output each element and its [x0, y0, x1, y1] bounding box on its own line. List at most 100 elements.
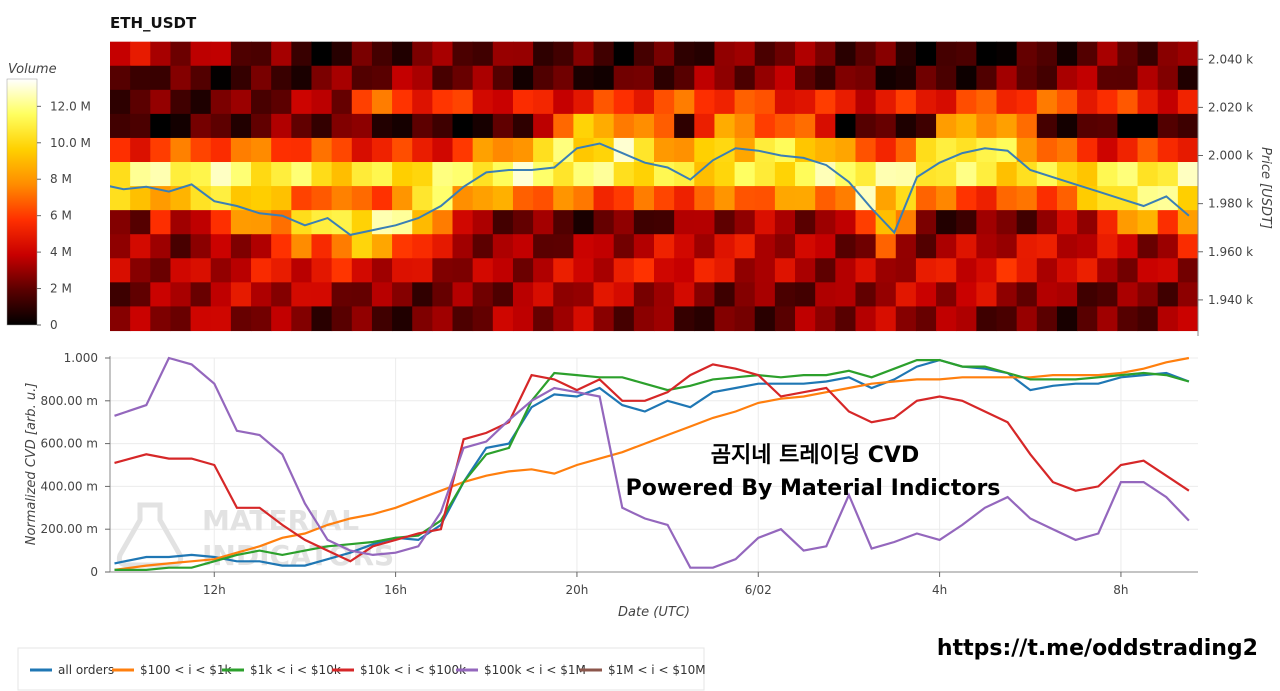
heatmap-cell: [351, 65, 373, 91]
legend-label[interactable]: $1k < i < $10k: [250, 663, 341, 677]
heatmap-cell: [1036, 186, 1058, 211]
heatmap-cell: [1137, 89, 1159, 115]
heatmap-cell: [754, 186, 776, 211]
heatmap-cell: [351, 89, 373, 115]
heatmap-cell: [210, 41, 232, 67]
heatmap-cell: [915, 89, 937, 115]
heatmap-cell: [311, 41, 333, 67]
cvd-series-line--100k-i-1m: [114, 356, 1190, 569]
telegram-link[interactable]: https://t.me/oddstrading2: [937, 636, 1258, 661]
heatmap-cell: [331, 137, 353, 163]
heatmap-cell: [371, 65, 393, 91]
heatmap-cell: [694, 41, 716, 67]
heatmap-cell: [593, 306, 615, 332]
heatmap-y-tick-label: 1.960 k: [1208, 245, 1253, 259]
heatmap-cell: [1157, 41, 1179, 67]
heatmap-cell: [593, 258, 615, 283]
heatmap-cell: [230, 186, 252, 211]
legend-label[interactable]: $1M < i < $10M: [608, 663, 706, 677]
heatmap-cell: [1117, 186, 1139, 211]
heatmap-cell: [1077, 186, 1098, 211]
heatmap-cell: [432, 282, 454, 307]
heatmap-cell: [694, 306, 716, 332]
heatmap-cell: [371, 186, 393, 211]
heatmap-cell: [331, 65, 353, 91]
heatmap-cell: [1056, 65, 1078, 91]
heatmap-cell: [1117, 41, 1139, 67]
heatmap-cell: [110, 89, 131, 115]
heatmap-cell: [110, 137, 131, 163]
cvd-y-tick-label: 800.00 m: [41, 394, 99, 408]
heatmap-cell: [512, 41, 534, 67]
cvd-series-line-all-orders: [114, 358, 1190, 567]
heatmap-plot: 1.940 k 1.960 k 1.980 k 2.000 k 2.020 k 2.040…: [110, 40, 1273, 336]
heatmap-cell: [593, 282, 615, 307]
heatmap-cell: [734, 89, 756, 115]
heatmap-cell: [936, 306, 957, 332]
heatmap-cell: [392, 282, 413, 307]
heatmap-cell: [573, 234, 595, 259]
cvd-legend: all orders $100 < i < $1k $1k < i < $10k $1…: [17, 647, 706, 691]
heatmap-cell: [230, 113, 252, 139]
heatmap-cell: [996, 162, 1018, 187]
korean-title-overlay: 곰지네 트레이딩 CVD: [711, 443, 919, 468]
heatmap-cell: [351, 234, 373, 259]
heatmap-cell: [835, 162, 857, 187]
heatmap-cell: [835, 258, 857, 283]
heatmap-cell: [996, 258, 1018, 283]
heatmap-cell: [492, 282, 514, 307]
heatmap-cell: [674, 282, 695, 307]
heatmap-cell: [291, 137, 313, 163]
heatmap-cell: [835, 282, 857, 307]
heatmap-cell: [895, 258, 917, 283]
legend-label[interactable]: $100 < i < $1k: [140, 663, 232, 677]
heatmap-cell: [291, 186, 313, 211]
heatmap-cell: [714, 65, 736, 91]
heatmap-cell: [170, 210, 192, 235]
heatmap-cell: [1177, 258, 1198, 283]
heatmap-cell: [533, 41, 554, 67]
heatmap-cell: [472, 186, 494, 211]
heatmap-y-tick-label: 2.020 k: [1208, 100, 1253, 114]
heatmap-cell: [271, 65, 292, 91]
heatmap-cell: [1137, 186, 1159, 211]
heatmap-cell: [1157, 137, 1179, 163]
heatmap-cell: [412, 41, 433, 67]
heatmap-cell: [654, 210, 675, 235]
legend-label[interactable]: all orders: [58, 663, 114, 677]
heatmap-cell: [835, 113, 857, 139]
heatmap-cell: [452, 306, 474, 332]
heatmap-cell: [150, 89, 172, 115]
heatmap-cell: [1157, 162, 1179, 187]
heatmap-cell: [190, 162, 212, 187]
heatmap-cell: [613, 162, 635, 187]
heatmap-cell: [714, 41, 736, 67]
heatmap-cell: [210, 113, 232, 139]
heatmap-cell: [795, 65, 816, 91]
heatmap-cell: [795, 282, 816, 307]
heatmap-cell: [754, 234, 776, 259]
heatmap-cell: [392, 41, 413, 67]
heatmap-cell: [674, 186, 695, 211]
legend-label[interactable]: $100k < i < $1M: [484, 663, 586, 677]
heatmap-cell: [633, 113, 655, 139]
heatmap-cell: [432, 210, 454, 235]
heatmap-cell: [1177, 162, 1198, 187]
heatmap-cell: [815, 65, 836, 91]
cvd-y-axis-label: Normalized CVD [arb. u.]: [24, 383, 39, 546]
heatmap-cell: [371, 162, 393, 187]
cvd-y-tick-label: 0: [90, 565, 98, 579]
heatmap-cell: [815, 41, 836, 67]
heatmap-cell: [432, 258, 454, 283]
heatmap-cell: [1137, 258, 1159, 283]
heatmap-cell: [371, 210, 393, 235]
heatmap-cell: [432, 113, 454, 139]
heatmap-cell: [835, 89, 857, 115]
colorbar-title: Volume: [8, 62, 57, 77]
heatmap-cell: [492, 162, 514, 187]
heatmap-cell: [734, 162, 756, 187]
legend-label[interactable]: $10k < i < $100k: [360, 663, 466, 677]
heatmap-cell: [915, 258, 937, 283]
heatmap-cell: [150, 258, 172, 283]
